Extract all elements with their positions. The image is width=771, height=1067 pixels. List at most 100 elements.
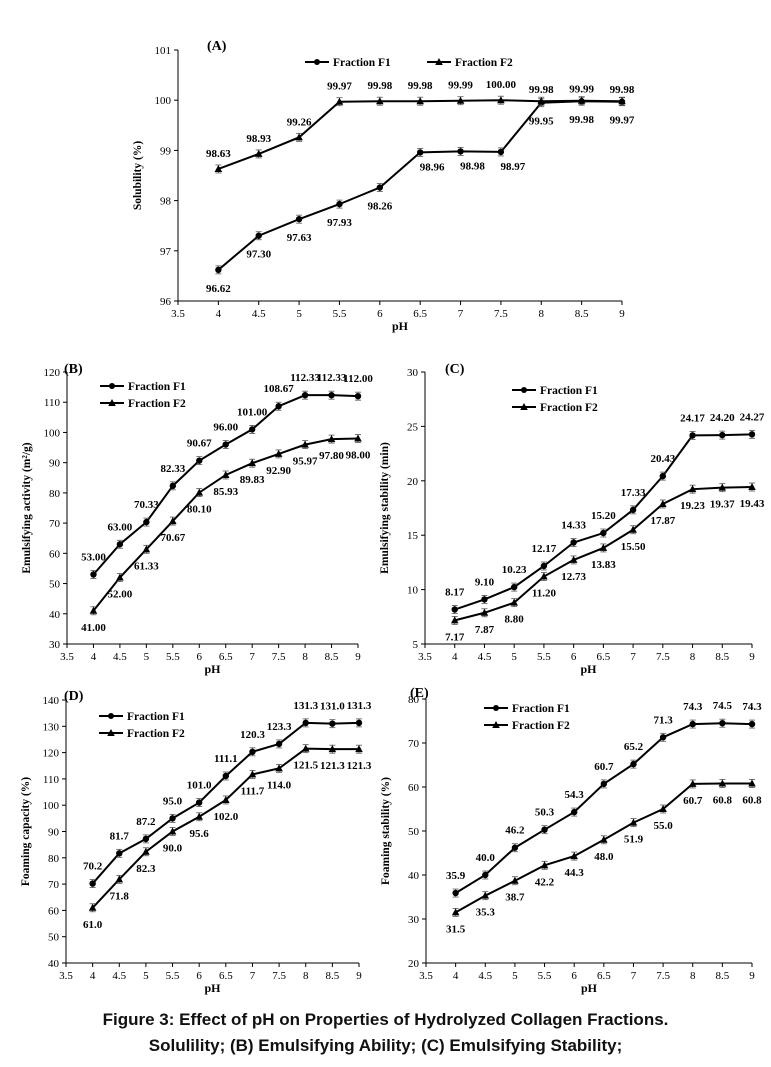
y-tick-label: 130: [43, 721, 60, 733]
x-tick-label: 5.5: [166, 651, 180, 663]
y-tick-label: 30: [408, 914, 420, 926]
x-tick-label: 8: [539, 308, 545, 320]
data-label: 11.20: [532, 588, 557, 600]
legend-label: Fraction F2: [512, 720, 570, 732]
data-label: 108.67: [264, 383, 295, 395]
data-point-f1: [222, 441, 229, 448]
data-label: 99.98: [367, 80, 392, 92]
data-point-f2: [659, 499, 667, 507]
y-tick-label: 40: [49, 609, 61, 621]
data-point-f2: [115, 875, 124, 883]
data-point-f2: [540, 572, 548, 580]
data-label: 90.0: [163, 843, 183, 855]
data-point-f1: [719, 431, 726, 439]
data-point-f2: [169, 517, 177, 525]
data-point-f2: [248, 770, 257, 778]
data-label: 24.17: [680, 412, 705, 424]
data-point-f2: [88, 903, 97, 911]
data-label: 40.0: [476, 852, 496, 864]
panel-label: (B): [64, 362, 83, 377]
data-point-f2: [355, 745, 363, 753]
data-label: 15.50: [621, 541, 646, 553]
data-label: 60.7: [594, 761, 614, 773]
x-tick-label: 7: [630, 651, 636, 663]
data-label: 63.00: [108, 521, 133, 533]
data-point-f1: [169, 815, 176, 822]
data-label: 71.3: [653, 714, 673, 726]
x-tick-label: 4: [452, 651, 458, 663]
data-label: 12.73: [561, 571, 586, 583]
legend-label: Fraction F1: [127, 711, 185, 723]
x-tick-label: 6.5: [219, 970, 233, 982]
x-tick-label: 4.5: [478, 970, 492, 982]
data-label: 111.7: [241, 785, 265, 797]
y-tick-label: 100: [43, 800, 60, 812]
data-label: 8.17: [445, 587, 465, 599]
series-line-f2: [92, 437, 359, 612]
data-label: 101.00: [237, 406, 268, 418]
x-tick-label: 8.5: [715, 970, 729, 982]
data-point-f2: [327, 435, 336, 443]
data-label: 50.3: [535, 807, 555, 819]
y-tick-label: 110: [43, 774, 60, 786]
y-tick-label: 25: [407, 421, 419, 433]
legend-label: Fraction F1: [333, 57, 391, 69]
y-tick-label: 50: [408, 826, 420, 838]
data-point-f2: [629, 818, 638, 826]
data-point-f1: [748, 720, 756, 728]
data-point-f2: [718, 779, 727, 787]
data-label: 99.98: [408, 80, 433, 92]
data-label: 70.2: [83, 861, 103, 873]
data-point-f1: [255, 232, 262, 239]
data-point-f1: [457, 148, 464, 155]
data-label: 98.97: [501, 161, 526, 173]
data-point-f2: [577, 96, 586, 104]
x-tick-label: 6.5: [413, 308, 427, 320]
x-tick-label: 7: [458, 308, 464, 320]
x-tick-label: 3.5: [171, 308, 185, 320]
data-label: 24.20: [710, 412, 735, 424]
data-point-f1: [89, 880, 96, 887]
data-label: 92.90: [266, 465, 291, 477]
x-axis-label: pH: [392, 319, 409, 333]
legend-label: Fraction F1: [512, 703, 570, 715]
data-point-f2: [570, 852, 578, 860]
x-tick-label: 7: [631, 970, 637, 982]
data-label: 98.26: [367, 201, 392, 213]
data-label: 114.0: [267, 779, 292, 791]
data-point-f2: [416, 97, 424, 105]
x-tick-label: 5.5: [538, 970, 552, 982]
y-tick-label: 120: [43, 748, 60, 760]
data-point-f1: [248, 426, 256, 433]
data-point-f2: [116, 573, 124, 581]
data-label: 97.80: [319, 450, 344, 462]
data-point-f1: [143, 518, 150, 526]
data-point-f1: [116, 541, 124, 548]
x-tick-label: 6: [571, 970, 577, 982]
data-point-f1: [659, 472, 667, 480]
data-point-f1: [452, 889, 459, 897]
data-label: 31.5: [446, 923, 466, 935]
data-label: 80.10: [187, 504, 212, 516]
data-label: 96.00: [213, 422, 238, 434]
data-label: 98.93: [246, 133, 271, 145]
y-tick-label: 50: [49, 579, 61, 591]
y-tick-label: 70: [49, 518, 61, 530]
x-tick-label: 4.5: [252, 308, 266, 320]
data-label: 112.00: [343, 373, 373, 385]
data-point-f2: [274, 449, 283, 457]
y-axis-label: Emulsifying activity (m²/g): [21, 442, 33, 573]
data-label: 51.9: [624, 834, 644, 846]
data-label: 121.5: [293, 760, 318, 772]
y-tick-label: 96: [160, 296, 172, 308]
y-axis-label: Foaming stability (%): [380, 777, 392, 885]
y-axis-label: Emulsifying stability (min): [379, 442, 391, 574]
legend-marker-f1: [314, 59, 320, 65]
data-label: 87.2: [136, 816, 156, 828]
data-label: 99.97: [327, 81, 352, 93]
legend-marker-f2: [435, 58, 443, 65]
x-tick-label: 8.5: [575, 308, 589, 320]
data-label: 70.33: [134, 499, 159, 511]
data-label: 60.8: [742, 794, 762, 806]
y-tick-label: 101: [155, 45, 172, 57]
